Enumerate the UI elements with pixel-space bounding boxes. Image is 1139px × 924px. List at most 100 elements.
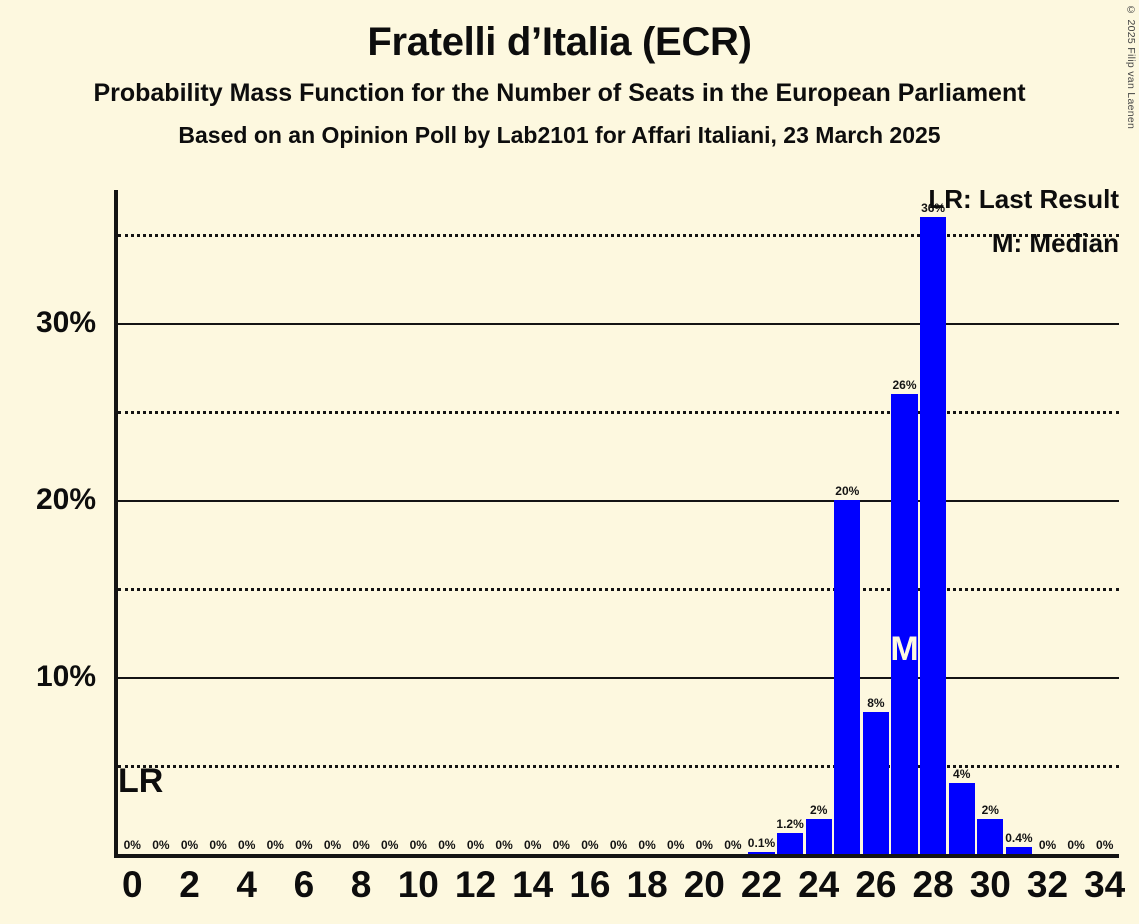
bar-value-label: 26% <box>892 377 917 392</box>
gridline-solid <box>118 499 1119 502</box>
x-axis-tick-label: 22 <box>740 864 783 905</box>
bar-value-label: 0% <box>266 838 284 852</box>
bar-value-label: 0% <box>381 838 399 852</box>
x-axis-tick-label: 0 <box>122 864 143 905</box>
x-axis-tick-label: 2 <box>179 864 200 905</box>
bar-slot: 0.1% <box>747 190 776 854</box>
last-result-marker: LR <box>118 762 164 801</box>
bar-slot: 0% <box>547 190 576 854</box>
bar-slot: 0% <box>147 190 176 854</box>
bar-slot: 0.4% <box>1005 190 1034 854</box>
bar-value-label: 36% <box>921 200 946 215</box>
x-axis-tick-label: 16 <box>569 864 611 905</box>
bar-value-label: 4% <box>953 767 971 782</box>
bar-slot: 20% <box>833 190 862 854</box>
bar[interactable] <box>862 712 889 854</box>
bar[interactable] <box>834 499 861 854</box>
bar-value-label: 0% <box>438 838 456 852</box>
chart-header: Fratelli d’Italia (ECR) Probability Mass… <box>0 0 1119 147</box>
plot-area: 10% 20% 30% 0% 0% 0% 0% 0% 0% 0% 0% 0% 0% 0% 0% 0% 0% 0%… <box>36 190 1119 858</box>
y-axis-tick-label: 10% <box>35 659 96 693</box>
bar[interactable] <box>805 818 832 854</box>
bar-value-label: 0% <box>209 838 227 852</box>
x-axis-tick-label: 24 <box>798 864 840 905</box>
bar-slot: 0% <box>232 190 261 854</box>
x-axis-tick-label: 34 <box>1084 864 1126 905</box>
bar-value-label: 0% <box>724 838 742 852</box>
bar-slot: 0% <box>433 190 462 854</box>
x-axis-tick-label: 10 <box>397 864 439 905</box>
bar-value-label: 1.2% <box>776 816 804 831</box>
bar-value-label: 8% <box>867 696 885 711</box>
x-axis-tick-label: 4 <box>236 864 257 905</box>
bar[interactable] <box>776 832 804 854</box>
bar-slot: 2% <box>976 190 1005 854</box>
bar-slot: 0% <box>461 190 490 854</box>
y-axis-line <box>114 190 118 858</box>
bar-slot: 0% <box>347 190 376 854</box>
bar-value-label: 0% <box>180 838 199 852</box>
x-axis-tick-label: 28 <box>912 864 954 905</box>
bar-value-label: 0% <box>609 838 628 852</box>
bar-slot: 0% <box>318 190 347 854</box>
x-axis-tick-label: 8 <box>350 864 372 905</box>
bar-value-label: 0% <box>581 838 599 852</box>
page-title: Fratelli d’Italia (ECR) <box>367 20 752 64</box>
x-axis-tick-label: 6 <box>293 864 315 905</box>
gridline-solid <box>118 676 1119 679</box>
x-axis-tick-label: 18 <box>626 864 668 905</box>
bar-value-label: 0% <box>295 838 313 852</box>
bar-value-label: 0% <box>667 838 685 852</box>
bar-slot: 1.2% <box>776 190 805 854</box>
bar-slot: 0% <box>719 190 748 854</box>
bar-slot: 0% <box>576 190 605 854</box>
bar-slot: 0% <box>633 190 662 854</box>
bar-value-label: 0.4% <box>1005 830 1033 845</box>
bar-slot: 0% <box>404 190 433 854</box>
bar-slot: 0% <box>661 190 690 854</box>
bar-value-label: 0.1% <box>747 836 776 851</box>
gridline-solid <box>118 322 1119 325</box>
bar-slot: 0% <box>604 190 633 854</box>
bar-value-label: 2% <box>981 802 999 817</box>
bar-slot: 0% <box>290 190 319 854</box>
x-axis-tick-label: 20 <box>683 864 725 905</box>
bar[interactable] <box>1005 846 1032 854</box>
bar-slot: 0% <box>175 190 204 854</box>
y-axis-tick-label: 20% <box>35 482 96 516</box>
bar-slot: 0% <box>375 190 404 854</box>
bar-value-label: 0% <box>1067 838 1085 852</box>
bar-slot: 0% <box>261 190 290 854</box>
bar-slot: 0% <box>518 190 547 854</box>
x-axis-tick-labels: 0 2 4 6 8 10 12 14 16 18 20 22 24 26 28 30 32 34 <box>118 864 1125 916</box>
bar-slot: 0% <box>118 190 147 854</box>
bar[interactable] <box>948 783 975 854</box>
x-axis-tick-label: 14 <box>512 864 554 905</box>
bar-slot: 4% <box>947 190 976 854</box>
bar-slot: 0% <box>204 190 233 854</box>
bar-value-label: 0% <box>466 838 485 852</box>
bar-value-label: 0% <box>552 838 570 852</box>
bar-slot: 0% <box>1033 190 1062 854</box>
bar[interactable] <box>891 393 918 854</box>
x-axis-tick-label: 30 <box>969 864 1011 905</box>
bar[interactable] <box>977 818 1004 854</box>
bar-slot: 0% <box>690 190 719 854</box>
bar-slot: 26% M <box>890 190 919 854</box>
bar-value-label: 0% <box>409 838 427 852</box>
bar-slot: 36% <box>919 190 948 854</box>
bar-value-label: 0% <box>524 838 542 852</box>
bar-value-label: 0% <box>638 838 656 852</box>
bar-slot: 2% <box>804 190 833 854</box>
bar-slot: 8% <box>862 190 891 854</box>
x-axis-tick-label: 32 <box>1026 864 1069 905</box>
gridline-dotted <box>118 411 1119 415</box>
bar[interactable] <box>919 216 947 854</box>
x-axis-tick-label: 12 <box>454 864 497 905</box>
bar-series: 0% 0% 0% 0% 0% 0% 0% 0% 0% 0% 0% 0% 0% 0% 0% 0% 0% 0% 0% 0%… <box>118 190 1119 854</box>
gridline-dotted <box>118 588 1119 592</box>
x-axis-tick-label: 26 <box>855 864 897 905</box>
bar-value-label: 0% <box>1038 838 1057 852</box>
bar-value-label: 0% <box>695 838 713 852</box>
bar[interactable] <box>748 852 775 854</box>
